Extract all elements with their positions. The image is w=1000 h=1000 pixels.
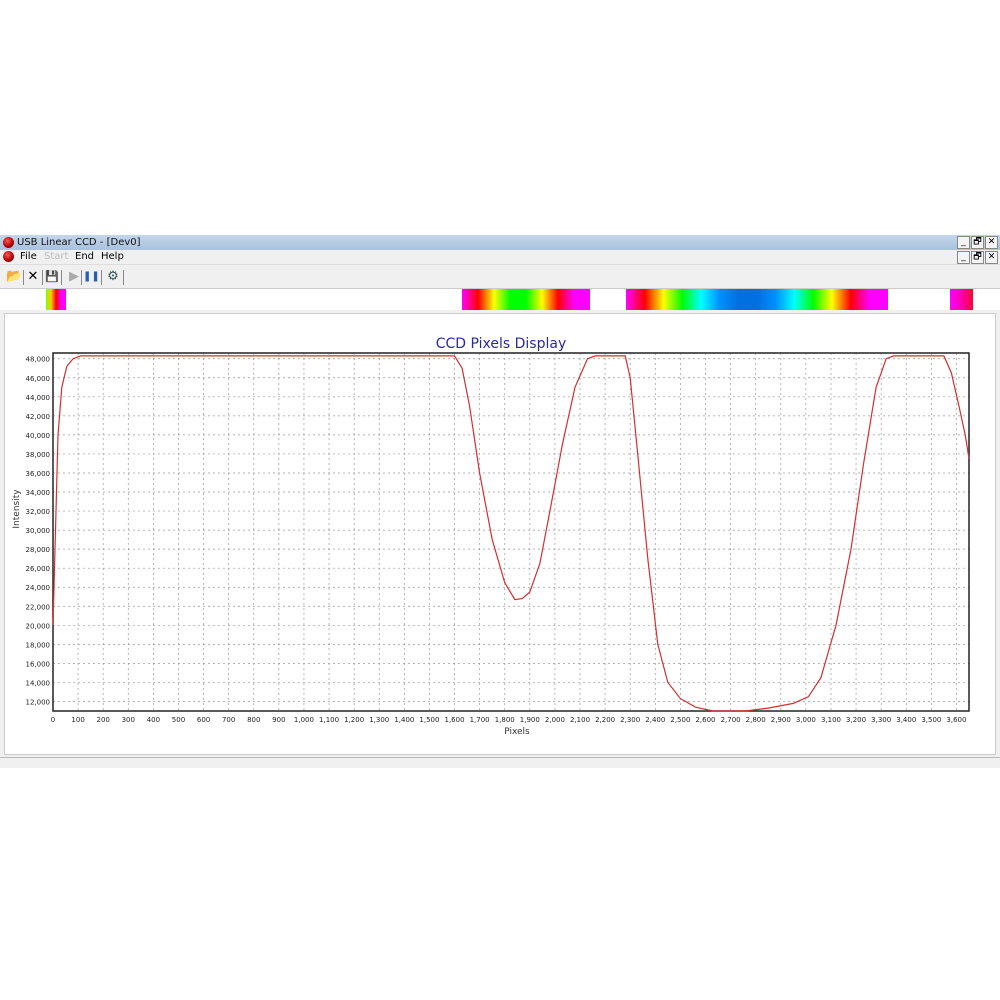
y-tick-label: 30,000 (26, 527, 51, 535)
x-tick-label: 2,100 (570, 716, 590, 724)
ccd-chart: CCD Pixels Display Pixels Intensity 0 100… (12, 336, 970, 737)
close-icon[interactable]: ✕ (27, 269, 39, 284)
y-tick-label: 44,000 (26, 394, 51, 402)
title-bar: USB Linear CCD - [Dev0] _ 🗗 ✕ (0, 235, 1000, 250)
menu-start[interactable]: Start (44, 251, 69, 262)
menu-bar: File Start End Help _ 🗗 ✕ (0, 250, 1000, 265)
menu-file[interactable]: File (20, 251, 37, 262)
x-tick-label: 1,500 (419, 716, 439, 724)
x-tick-label: 3,100 (821, 716, 841, 724)
y-tick-label: 38,000 (26, 451, 51, 459)
y-tick-label: 14,000 (26, 679, 51, 687)
x-tick-label: 2,700 (721, 716, 741, 724)
restore-button[interactable]: 🗗 (971, 236, 984, 249)
x-tick-label: 2,000 (545, 716, 565, 724)
y-tick-label: 42,000 (26, 413, 51, 421)
chart-panel: CCD Pixels Display Pixels Intensity 0 100… (4, 313, 996, 755)
x-tick-label: 900 (272, 716, 285, 724)
intensity-line (52, 355, 970, 712)
x-tick-label: 2,300 (620, 716, 640, 724)
x-tick-label: 3,500 (921, 716, 941, 724)
y-tick-label: 34,000 (26, 489, 51, 497)
x-tick-label: 1,000 (294, 716, 314, 724)
save-icon[interactable]: 💾 (45, 270, 59, 283)
y-axis-label: Intensity (12, 489, 22, 529)
x-tick-label: 700 (222, 716, 235, 724)
color-segment (46, 289, 66, 310)
x-tick-label: 200 (97, 716, 110, 724)
x-tick-label: 3,600 (946, 716, 966, 724)
x-tick-label: 1,900 (520, 716, 540, 724)
y-tick-label: 26,000 (26, 565, 51, 573)
doc-icon (3, 251, 14, 262)
y-tick-label: 16,000 (26, 660, 51, 668)
x-tick-label: 800 (247, 716, 260, 724)
x-tick-label: 1,100 (319, 716, 339, 724)
menu-help[interactable]: Help (101, 251, 124, 262)
y-tick-label: 24,000 (26, 584, 51, 592)
x-axis-label: Pixels (504, 727, 530, 737)
plot-frame (52, 352, 970, 712)
child-restore-button[interactable]: 🗗 (971, 251, 984, 264)
x-tick-label: 2,600 (695, 716, 715, 724)
x-tick-label: 1,200 (344, 716, 364, 724)
x-tick-label: 500 (172, 716, 185, 724)
x-tick-label: 1,600 (445, 716, 465, 724)
app-window: USB Linear CCD - [Dev0] _ 🗗 ✕ File Start… (0, 235, 1000, 768)
status-bar (0, 757, 1000, 768)
y-tick-label: 28,000 (26, 546, 51, 554)
x-tick-label: 3,400 (896, 716, 916, 724)
window-title: USB Linear CCD - [Dev0] (17, 237, 141, 248)
x-tick-label: 400 (147, 716, 160, 724)
y-tick-label: 36,000 (26, 470, 51, 478)
x-tick-label: 3,300 (871, 716, 891, 724)
x-tick-label: 1,400 (394, 716, 414, 724)
x-tick-label: 2,900 (771, 716, 791, 724)
x-tick-label: 3,000 (796, 716, 816, 724)
y-tick-label: 12,000 (26, 698, 51, 706)
x-tick-label: 100 (71, 716, 84, 724)
y-tick-label: 48,000 (26, 356, 51, 364)
y-tick-label: 40,000 (26, 432, 51, 440)
y-tick-label: 22,000 (26, 603, 51, 611)
app-icon (3, 237, 14, 248)
y-tick-label: 18,000 (26, 641, 51, 649)
intensity-color-strip (0, 289, 1000, 310)
play-icon[interactable]: ▶ (69, 269, 79, 284)
x-tick-label: 2,800 (746, 716, 766, 724)
x-tick-label: 600 (197, 716, 210, 724)
x-tick-label: 2,200 (595, 716, 615, 724)
color-segment (950, 289, 973, 310)
x-tick-label: 3,200 (846, 716, 866, 724)
child-close-button[interactable]: ✕ (985, 251, 998, 264)
y-tick-label: 46,000 (26, 375, 51, 383)
y-tick-label: 32,000 (26, 508, 51, 516)
x-tick-label: 1,700 (470, 716, 490, 724)
x-tick-label: 1,800 (495, 716, 515, 724)
child-minimize-button[interactable]: _ (957, 251, 970, 264)
device-settings-icon[interactable]: ⚙ (107, 269, 119, 284)
x-tick-label: 300 (122, 716, 135, 724)
color-segment (462, 289, 590, 310)
x-tick-label: 2,400 (645, 716, 665, 724)
menu-end[interactable]: End (75, 251, 95, 262)
color-segment (626, 289, 888, 310)
y-tick-label: 20,000 (26, 622, 51, 630)
pause-icon[interactable]: ❚❚ (83, 271, 100, 282)
x-tick-label: 0 (51, 716, 55, 724)
open-folder-icon[interactable]: 📂 (6, 269, 23, 284)
x-tick-label: 1,300 (369, 716, 389, 724)
x-tick-label: 2,500 (670, 716, 690, 724)
minimize-button[interactable]: _ (957, 236, 970, 249)
chart-title: CCD Pixels Display (436, 336, 567, 352)
close-button[interactable]: ✕ (985, 236, 998, 249)
toolbar: 📂 ✕ 💾 ▶ ❚❚ ⚙ (0, 266, 1000, 289)
